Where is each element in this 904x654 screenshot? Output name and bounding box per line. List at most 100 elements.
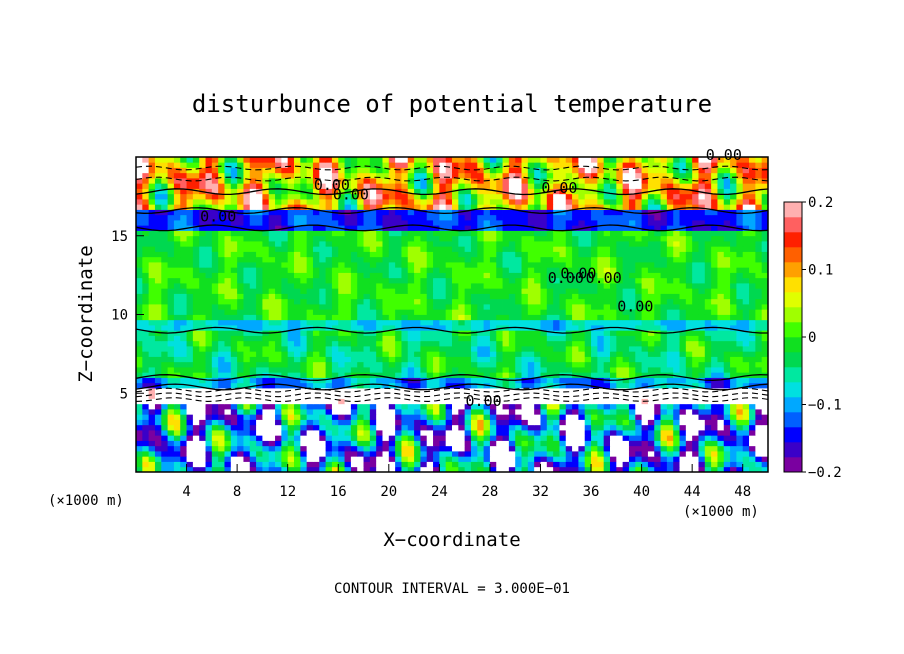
- field-cell: [717, 220, 725, 226]
- field-cell: [148, 251, 156, 258]
- field-cell: [224, 314, 232, 321]
- field-cell: [154, 251, 162, 258]
- field-cell: [679, 414, 687, 420]
- field-cell: [161, 230, 168, 237]
- field-cell: [344, 330, 352, 336]
- field-cell: [331, 451, 339, 457]
- field-cell: [294, 430, 301, 436]
- field-cell: [154, 314, 162, 321]
- field-cell: [534, 466, 541, 473]
- field-cell: [300, 309, 308, 315]
- field-cell: [312, 288, 320, 294]
- field-cell: [211, 340, 219, 347]
- field-cell: [439, 293, 447, 300]
- field-cell: [755, 388, 763, 394]
- field-cell: [616, 209, 624, 216]
- field-cell: [679, 220, 687, 226]
- field-cell: [376, 461, 383, 468]
- field-cell: [616, 298, 624, 305]
- field-cell: [483, 445, 491, 452]
- field-cell: [508, 225, 516, 231]
- field-cell: [711, 209, 718, 216]
- field-cell: [622, 262, 630, 268]
- field-cell: [616, 214, 624, 221]
- field-cell: [192, 293, 200, 300]
- field-cell: [470, 356, 478, 363]
- field-cell: [395, 298, 402, 305]
- field-cell: [483, 451, 491, 457]
- field-cell: [616, 293, 624, 300]
- field-cell: [395, 361, 402, 368]
- field-cell: [167, 346, 175, 352]
- field-cell: [192, 262, 200, 268]
- field-cell: [730, 356, 737, 363]
- field-cell: [673, 293, 680, 300]
- field-cell: [331, 267, 339, 273]
- field-cell: [369, 304, 377, 310]
- field-cell: [306, 267, 314, 273]
- field-cell: [211, 309, 219, 315]
- field-cell: [464, 319, 472, 326]
- field-cell: [565, 277, 573, 284]
- field-cell: [325, 367, 333, 373]
- field-cell: [730, 445, 737, 452]
- field-cell: [483, 314, 491, 321]
- field-cell: [426, 283, 434, 289]
- field-cell: [553, 309, 560, 315]
- field-cell: [603, 319, 611, 326]
- field-cell: [692, 319, 699, 326]
- field-cell: [660, 445, 668, 452]
- field-cell: [540, 445, 548, 452]
- field-cell: [673, 451, 680, 457]
- field-cell: [452, 393, 459, 399]
- field-cell: [603, 361, 611, 368]
- field-cell: [496, 319, 503, 326]
- field-cell: [483, 262, 491, 268]
- field-cell: [300, 330, 308, 336]
- field-cell: [616, 220, 624, 226]
- field-cell: [540, 335, 548, 342]
- field-cell: [635, 445, 642, 452]
- field-cell: [161, 346, 168, 352]
- field-cell: [692, 220, 699, 226]
- field-cell: [521, 293, 529, 300]
- field-cell: [502, 214, 510, 221]
- field-cell: [294, 414, 301, 420]
- field-cell: [312, 235, 320, 242]
- field-cell: [628, 419, 636, 426]
- field-cell: [546, 335, 554, 342]
- field-cell: [154, 241, 162, 247]
- field-cell: [262, 409, 270, 415]
- field-cell: [376, 267, 383, 273]
- field-cell: [205, 214, 213, 221]
- field-cell: [180, 451, 187, 457]
- field-cell: [154, 277, 162, 284]
- field-cell: [161, 225, 168, 231]
- field-cell: [704, 361, 712, 368]
- field-cell: [622, 440, 630, 447]
- field-cell: [407, 209, 415, 216]
- field-cell: [508, 398, 516, 405]
- field-cell: [294, 445, 301, 452]
- field-cell: [534, 409, 541, 415]
- field-cell: [281, 382, 289, 389]
- field-cell: [281, 241, 289, 247]
- field-cell: [275, 293, 282, 300]
- field-cell: [363, 461, 371, 468]
- field-cell: [312, 430, 320, 436]
- field-cell: [249, 235, 257, 242]
- field-cell: [249, 367, 257, 373]
- field-cell: [565, 283, 573, 289]
- field-cell: [692, 445, 699, 452]
- field-cell: [755, 225, 763, 231]
- field-cell: [433, 298, 440, 305]
- field-cell: [742, 225, 750, 231]
- field-cell: [584, 393, 592, 399]
- field-cell: [742, 214, 750, 221]
- field-cell: [660, 235, 668, 242]
- field-cell: [224, 272, 232, 279]
- field-cell: [610, 293, 617, 300]
- field-cell: [496, 335, 503, 342]
- field-cell: [610, 230, 617, 237]
- field-cell: [742, 356, 750, 363]
